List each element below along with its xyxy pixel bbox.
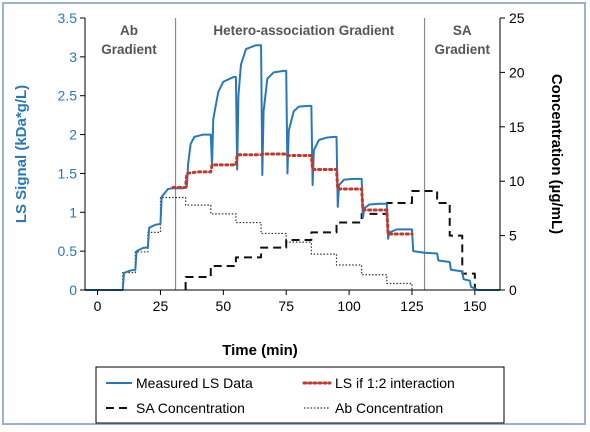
x-tick-label-0: 0 <box>94 298 102 314</box>
legend-box <box>95 366 505 424</box>
region-label-1-line1: Hetero-association Gradient <box>213 23 394 38</box>
x-tick-label-150: 150 <box>463 298 487 314</box>
region-label-0-line2: Gradient <box>101 42 157 57</box>
legend-label-sa: SA Concentration <box>136 400 245 416</box>
axes-layer: 0 25 50 75 100 125 150 0 0.5 1 1.5 2 2.5 3 3.5 0 5 10 15 20… <box>58 10 525 314</box>
region-label-2-line2: Gradient <box>435 42 491 57</box>
y-left-tick-label-7: 3.5 <box>58 10 78 26</box>
y-right-tick-label-3: 15 <box>509 119 525 135</box>
x-tick-label-100: 100 <box>337 298 361 314</box>
x-tick-label-25: 25 <box>153 298 169 314</box>
y-left-tick-label-3: 1.5 <box>58 165 78 181</box>
series-line-measured-ls-data <box>85 44 500 291</box>
y-axis-left-label: LS Signal (kDa*g/L) <box>13 85 30 223</box>
y-axis-right-label: Concentration (µg/mL) <box>548 74 565 234</box>
x-axis-label: Time (min) <box>222 342 298 359</box>
legend-item-1to2: LS if 1:2 interaction <box>302 375 455 391</box>
region-layer: Ab Gradient Hetero-association Gradient SA G… <box>101 18 491 290</box>
series-line-ls-if-1-2-interaction <box>171 152 414 236</box>
y-right-tick-label-0: 0 <box>509 282 517 298</box>
legend-item-sa: SA Concentration <box>106 400 245 416</box>
y-right-tick-label-5: 25 <box>509 10 525 26</box>
legend: Measured LS Data LS if 1:2 interaction S… <box>95 366 505 424</box>
y-right-tick-label-2: 10 <box>509 173 525 189</box>
x-tick-label-75: 75 <box>278 298 294 314</box>
legend-label-measured: Measured LS Data <box>136 375 253 391</box>
legend-item-measured: Measured LS Data <box>106 375 253 391</box>
y-left-tick-label-0: 0 <box>69 282 77 298</box>
region-label-2-line1: SA <box>453 23 472 38</box>
legend-label-ab: Ab Concentration <box>335 400 443 416</box>
y-right-tick-label-1: 5 <box>509 228 517 244</box>
chart-frame: Ab Gradient Hetero-association Gradient SA G… <box>2 2 586 425</box>
chart-svg: Ab Gradient Hetero-association Gradient SA G… <box>13 10 565 424</box>
y-left-tick-label-4: 2 <box>69 127 77 143</box>
y-right-tick-label-4: 20 <box>509 64 525 80</box>
x-tick-label-125: 125 <box>400 298 424 314</box>
y-left-tick-label-2: 1 <box>69 204 77 220</box>
region-label-0-line1: Ab <box>120 23 138 38</box>
y-left-tick-label-6: 3 <box>69 49 77 65</box>
series-line-sa-concentration <box>184 189 476 290</box>
legend-item-ab: Ab Concentration <box>304 400 443 416</box>
y-left-tick-label-1: 0.5 <box>58 243 78 259</box>
legend-label-1to2: LS if 1:2 interaction <box>335 375 455 391</box>
y-left-tick-label-5: 2.5 <box>58 88 78 104</box>
x-tick-label-50: 50 <box>216 298 232 314</box>
series-layer <box>85 44 500 291</box>
